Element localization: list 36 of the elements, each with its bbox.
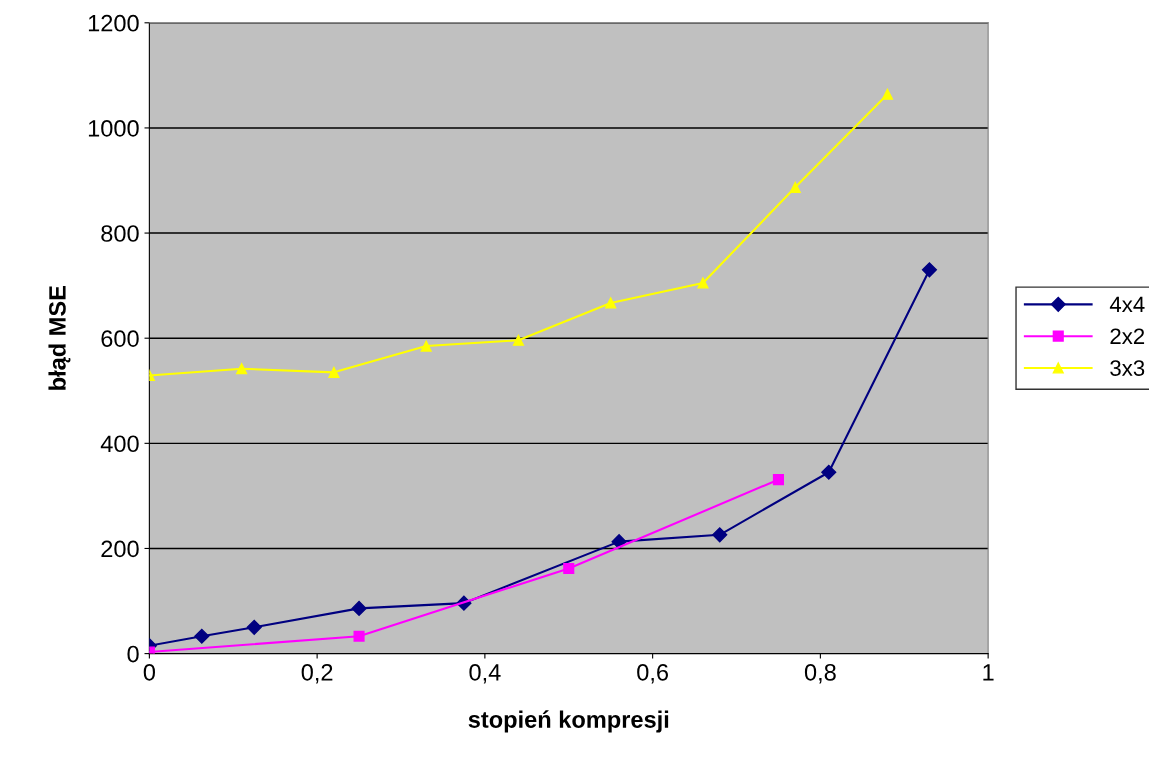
x-tick-label: 1 xyxy=(983,664,994,681)
x-tick-label: 0 xyxy=(143,663,156,681)
point xyxy=(512,334,524,346)
point xyxy=(789,181,801,193)
point xyxy=(821,464,837,480)
x-tick-label: 0,4 xyxy=(469,663,501,684)
x-tick-label: 0,6 xyxy=(637,663,669,684)
point xyxy=(194,628,210,644)
y-tick-label: 200 xyxy=(101,540,139,558)
x-axis-title: stopień kompresji xyxy=(468,710,669,733)
point xyxy=(353,630,365,642)
point xyxy=(712,527,728,543)
point xyxy=(563,562,575,574)
y-tick-label: 400 xyxy=(100,435,139,453)
y-tick-label: 1000 xyxy=(88,120,139,137)
x-tick-label: 0,2 xyxy=(301,663,333,684)
point xyxy=(611,534,627,550)
point xyxy=(605,297,617,309)
legend-label: 3x3 xyxy=(1110,360,1145,376)
y-tick-label: 0 xyxy=(127,645,139,663)
point xyxy=(881,88,894,100)
point xyxy=(351,600,367,616)
point xyxy=(921,262,937,278)
legend-label: 2x2 xyxy=(1110,328,1145,344)
point xyxy=(236,363,248,375)
x-tick-label: 0,8 xyxy=(804,663,836,684)
y-tick-label: 1200 xyxy=(88,14,139,32)
y-axis-title: błąd MSE xyxy=(48,285,71,390)
y-tick-label: 600 xyxy=(101,330,139,347)
point xyxy=(328,366,340,378)
point xyxy=(246,619,262,635)
y-tick-label: 800 xyxy=(101,225,139,242)
point xyxy=(420,340,432,352)
legend-label: 4x4 xyxy=(1109,296,1145,313)
point xyxy=(772,474,785,486)
point xyxy=(697,277,709,289)
